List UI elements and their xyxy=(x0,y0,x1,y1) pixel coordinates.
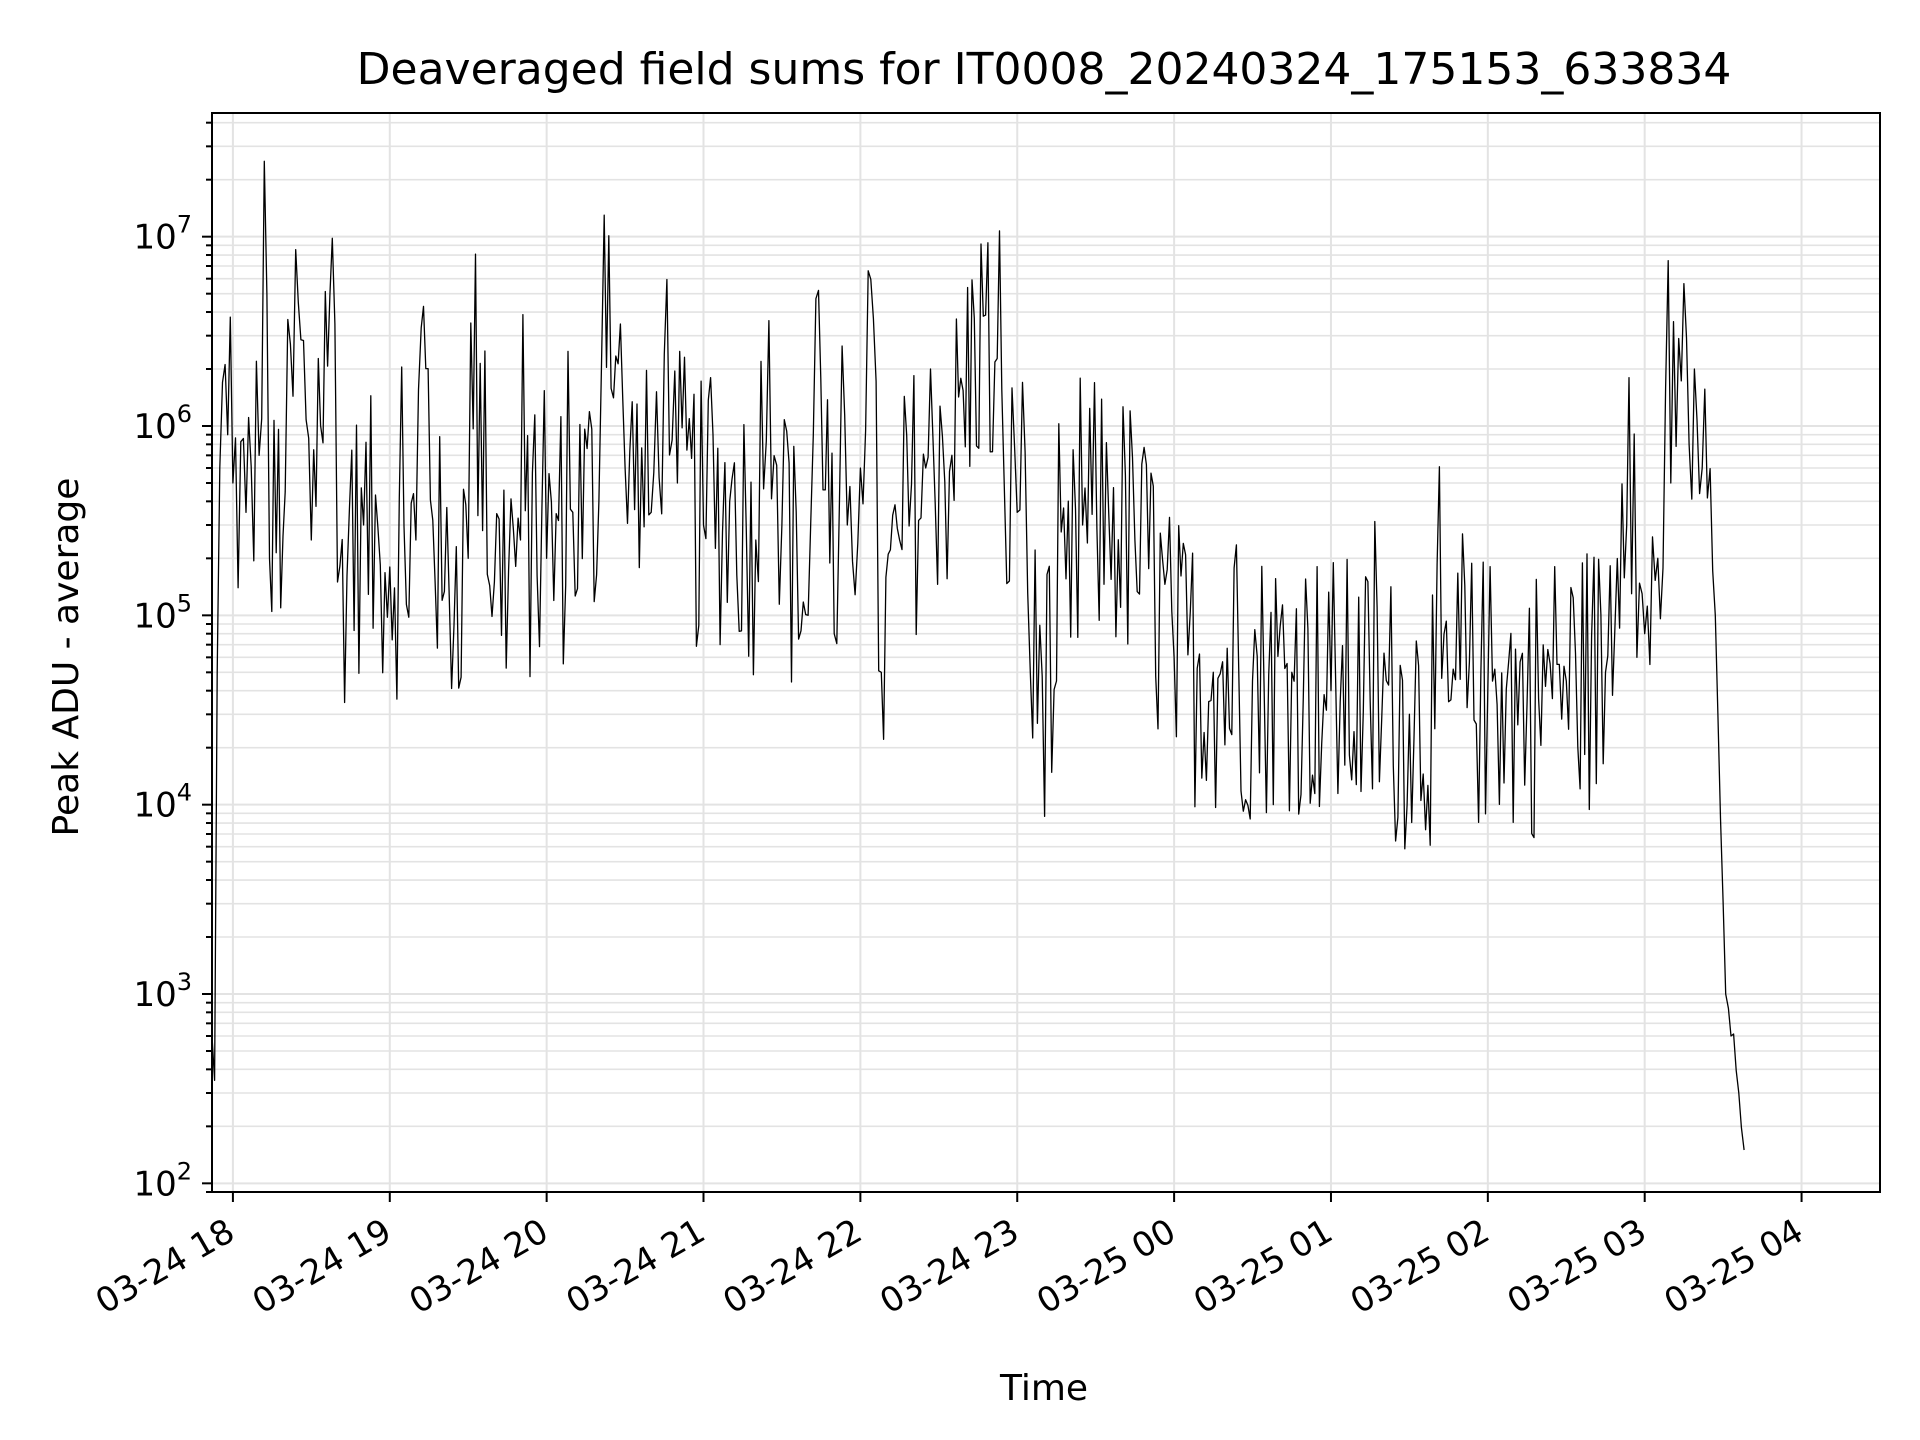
x-axis-label: Time xyxy=(999,1368,1088,1409)
y-axis-label: Peak ADU - average xyxy=(46,478,87,837)
y-tick-label: 103 xyxy=(133,968,192,1015)
y-tick-label: 106 xyxy=(133,400,192,447)
y-axis-ticks: 102 103 104 105 106 107 xyxy=(133,121,212,1204)
y-tick-label: 102 xyxy=(133,1157,192,1204)
y-tick-label: 105 xyxy=(133,589,192,636)
y-tick-label: 107 xyxy=(133,211,192,258)
y-tick-label: 104 xyxy=(133,779,192,826)
series-line xyxy=(211,160,1745,1151)
chart-title: Deaveraged field sums for IT0008_2024032… xyxy=(357,44,1732,95)
plot-frame xyxy=(211,112,1881,1193)
data-series xyxy=(211,160,1745,1151)
